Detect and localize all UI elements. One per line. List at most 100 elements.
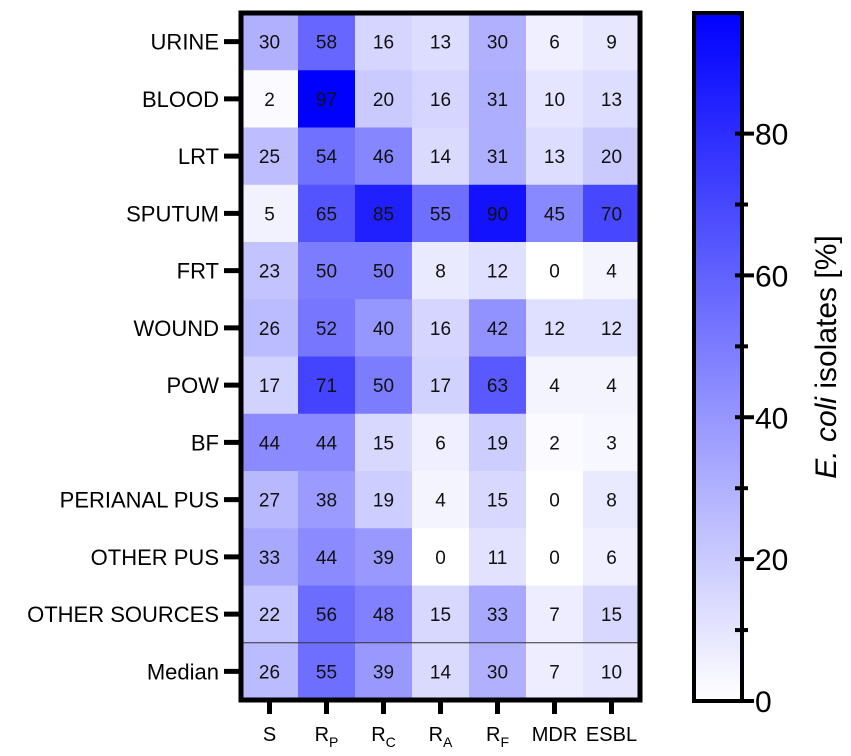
heatmap-cell xyxy=(526,242,584,300)
cell-value-label: 14 xyxy=(430,662,452,683)
cell-value-label: 46 xyxy=(373,147,394,168)
cell-value-label: 30 xyxy=(487,33,508,54)
cell-value-label: 56 xyxy=(316,605,337,626)
cell-value-label: 0 xyxy=(549,491,560,512)
heatmap-cell xyxy=(241,13,299,71)
heatmap-cell xyxy=(412,299,470,358)
column-label: RF xyxy=(486,724,509,750)
heatmap-cell xyxy=(469,242,527,300)
heatmap-cell xyxy=(469,642,527,701)
cell-value-label: 6 xyxy=(435,433,446,454)
row-label-blood: BLOOD xyxy=(142,87,219,112)
cell-value-label: 19 xyxy=(373,491,394,512)
cell-value-label: 0 xyxy=(549,548,560,569)
heatmap-cell xyxy=(298,242,356,300)
cell-value-label: 2 xyxy=(549,433,560,454)
cell-value-label: 54 xyxy=(316,147,338,168)
heatmap-cell xyxy=(469,127,527,186)
cell-value-label: 16 xyxy=(430,319,451,340)
heatmap-cell xyxy=(469,13,527,71)
row-labels: URINE BLOOD LRT SPUTUM FRT WOUND POW BF PERIANAL… xyxy=(27,30,241,684)
cell-value-label: 5 xyxy=(264,204,275,225)
heatmap-cell xyxy=(241,184,299,243)
cell-value-label: 15 xyxy=(430,605,451,626)
cell-value-label: 44 xyxy=(316,548,338,569)
heatmap-cell xyxy=(583,413,641,472)
heatmap-cell xyxy=(526,528,584,587)
heatmap-cell xyxy=(412,70,470,129)
cell-value-label: 12 xyxy=(601,319,622,340)
heatmap-cell xyxy=(298,13,356,71)
heatmap-cell xyxy=(526,13,584,71)
cell-value-label: 6 xyxy=(606,548,617,569)
heatmap-cell xyxy=(412,13,470,71)
cell-value-label: 22 xyxy=(259,605,280,626)
cell-value-label: 4 xyxy=(549,376,560,397)
column-label-main: S xyxy=(263,724,276,746)
column-label: S xyxy=(263,724,276,746)
heatmap-cell xyxy=(355,585,413,644)
cell-value-label: 31 xyxy=(487,147,508,168)
heatmap-cell xyxy=(355,70,413,129)
heatmap-cell xyxy=(241,471,299,529)
cell-value-label: 30 xyxy=(487,662,508,683)
colorbar-tick-label: 40 xyxy=(755,402,788,435)
colorbar-title-rest: isolates [%] xyxy=(810,235,843,397)
cell-value-label: 0 xyxy=(549,262,560,283)
row-label-frt: FRT xyxy=(177,259,219,284)
heatmap-cell xyxy=(526,413,584,472)
cell-value-label: 27 xyxy=(259,491,280,512)
cell-value-label: 15 xyxy=(373,433,394,454)
heatmap-cell xyxy=(469,528,527,587)
cell-value-label: 20 xyxy=(373,90,394,111)
heatmap-cell xyxy=(526,356,584,415)
heatmap-cell xyxy=(412,528,470,587)
heatmap-cell xyxy=(355,299,413,358)
column-label: ESBL xyxy=(586,724,637,746)
column-label: RP xyxy=(315,724,339,750)
heatmap-cell xyxy=(583,299,641,358)
column-labels: S RP RC RA RF MDR ESBL xyxy=(263,700,637,750)
heatmap-cell xyxy=(298,528,356,587)
cell-value-label: 8 xyxy=(435,262,446,283)
heatmap-cell xyxy=(298,471,356,529)
cell-value-label: 6 xyxy=(549,33,560,54)
cell-value-label: 90 xyxy=(487,204,508,225)
column-label-main: R xyxy=(486,724,500,746)
cell-value-label: 7 xyxy=(549,605,560,626)
colorbar-ticks: 0 20 40 60 80 xyxy=(735,119,788,719)
cell-value-label: 4 xyxy=(435,491,446,512)
heatmap-cell xyxy=(241,413,299,472)
heatmap-cell xyxy=(469,70,527,129)
row-label-wound: WOUND xyxy=(133,316,219,341)
heatmap-cell xyxy=(526,70,584,129)
cell-value-label: 15 xyxy=(601,605,622,626)
cell-value-label: 13 xyxy=(601,90,622,111)
heatmap-cell xyxy=(412,127,470,186)
cell-value-label: 58 xyxy=(316,33,337,54)
column-label-main: MDR xyxy=(532,724,578,746)
heatmap-cell xyxy=(355,242,413,300)
colorbar-tick-label: 20 xyxy=(755,544,788,577)
column-label-main: ESBL xyxy=(586,724,637,746)
heatmap-frame xyxy=(238,10,643,703)
cell-value-label: 0 xyxy=(435,548,446,569)
cell-value-label: 40 xyxy=(373,319,394,340)
heatmap-cell xyxy=(526,642,584,701)
column-label: MDR xyxy=(532,724,578,746)
cell-value-label: 26 xyxy=(259,319,280,340)
heatmap-cell xyxy=(298,356,356,415)
row-label-median: Median xyxy=(147,659,219,684)
column-label: RC xyxy=(371,724,396,750)
heatmap-cell xyxy=(583,471,641,529)
cell-value-label: 33 xyxy=(487,605,508,626)
heatmap-cell xyxy=(241,242,299,300)
cell-value-label: 23 xyxy=(259,262,280,283)
heatmap-cell xyxy=(526,184,584,243)
cell-value-label: 65 xyxy=(316,204,337,225)
heatmap-cell xyxy=(298,127,356,186)
colorbar-tick-label: 60 xyxy=(755,260,788,293)
row-label-bf: BF xyxy=(191,430,219,455)
heatmap-cell xyxy=(469,585,527,644)
heatmap-cell xyxy=(412,356,470,415)
